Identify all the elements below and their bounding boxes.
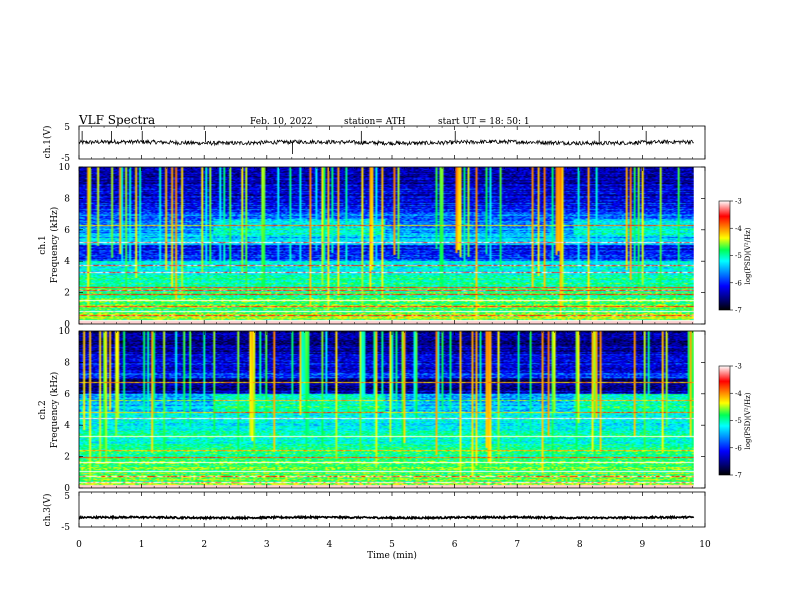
y-tick-label: 8	[64, 358, 70, 368]
start-time-label: start UT = 18: 50: 1	[438, 117, 530, 127]
ch1-ytick-bottom: -5	[61, 154, 70, 164]
y-tick-label: 2	[64, 289, 70, 299]
y-tick-label: 6	[64, 226, 70, 236]
ch2-spectrogram-image	[79, 331, 694, 488]
colorbar-tick-label: -6	[735, 279, 742, 287]
x-tick-label: 4	[327, 540, 333, 550]
colorbar-tick-label: -3	[735, 363, 742, 371]
ch2-colorbar-label: log(PSD)(V²/Hz)	[744, 392, 752, 449]
ch2-colorbar: -3 -4 -5 -6 -7 log(PSD)(V²/Hz)	[718, 363, 752, 480]
y-tick-label: 4	[64, 257, 70, 267]
y-tick-label: 10	[59, 163, 71, 173]
colorbar-tick-label: -6	[735, 444, 742, 452]
ch1-spec-ylabel-freq: Frequency (kHz)	[49, 207, 60, 284]
ch1-colorbar-label: log(PSD)(V²/Hz)	[744, 227, 752, 284]
colorbar-tick-label: -4	[735, 390, 742, 398]
ch3-ytick-bottom: -5	[61, 523, 70, 533]
x-tick-label: 9	[640, 540, 646, 550]
y-tick-label: 10	[59, 327, 71, 337]
x-tick-label: 8	[577, 540, 583, 550]
x-tick-label: 2	[201, 540, 207, 550]
colorbar-tick-label: -7	[735, 307, 742, 315]
colorbar-tick-label: -3	[735, 198, 742, 206]
ch2-spectrogram-panel: 0 2 4 6 8 10 ch.2 Frequency (kHz)	[38, 327, 706, 494]
y-tick-label: 6	[64, 390, 70, 400]
figure-title: VLF Spectra	[78, 113, 155, 127]
ch3-waveform-line	[78, 514, 695, 521]
ch1-waveform-panel: 5 -5 ch.1(V)	[42, 123, 706, 164]
ch3-ytick-top: 5	[64, 492, 70, 502]
colorbar-tick-label: -5	[735, 417, 742, 425]
x-axis-ticks: 0 1 2 3 4 5 6 7 8 9 10	[76, 126, 711, 550]
x-tick-label: 3	[264, 540, 270, 550]
x-tick-label: 0	[76, 540, 82, 550]
ch1-spec-ylabel-channel: ch.1	[38, 235, 48, 254]
ch1-ylabel: ch.1(V)	[42, 126, 53, 159]
y-tick-label: 0	[64, 320, 70, 330]
ch2-spec-ylabel-freq: Frequency (kHz)	[49, 372, 60, 449]
ch1-spectrogram-panel: 0 2 4 6 8 10 ch.1 Frequency (kHz)	[38, 163, 706, 330]
ch3-ylabel: ch.3(V)	[42, 494, 53, 527]
ch1-waveform-line	[78, 138, 694, 147]
x-tick-label: 6	[452, 540, 458, 550]
colorbar-tick-label: -5	[735, 252, 742, 260]
x-axis-label: Time (min)	[367, 550, 417, 561]
ch1-ytick-top: 5	[64, 123, 70, 133]
colorbar-tick-label: -4	[735, 225, 742, 233]
station-label: station= ATH	[344, 117, 406, 127]
x-tick-label: 7	[514, 540, 520, 550]
y-tick-label: 8	[64, 194, 70, 204]
y-tick-label: 4	[64, 421, 70, 431]
date-label: Feb. 10, 2022	[250, 117, 313, 127]
colorbar-tick-label: -7	[735, 472, 742, 480]
x-tick-label: 5	[389, 540, 395, 550]
ch1-colorbar: -3 -4 -5 -6 -7 log(PSD)(V²/Hz)	[718, 198, 752, 315]
x-tick-label: 10	[699, 540, 711, 550]
y-tick-label: 0	[64, 484, 70, 494]
y-tick-label: 2	[64, 453, 70, 463]
x-tick-label: 1	[139, 540, 145, 550]
ch1-spectrogram-image	[79, 167, 694, 324]
ch3-waveform-panel: 5 -5 ch.3(V)	[42, 491, 706, 533]
ch2-spec-ylabel-channel: ch.2	[38, 400, 48, 419]
